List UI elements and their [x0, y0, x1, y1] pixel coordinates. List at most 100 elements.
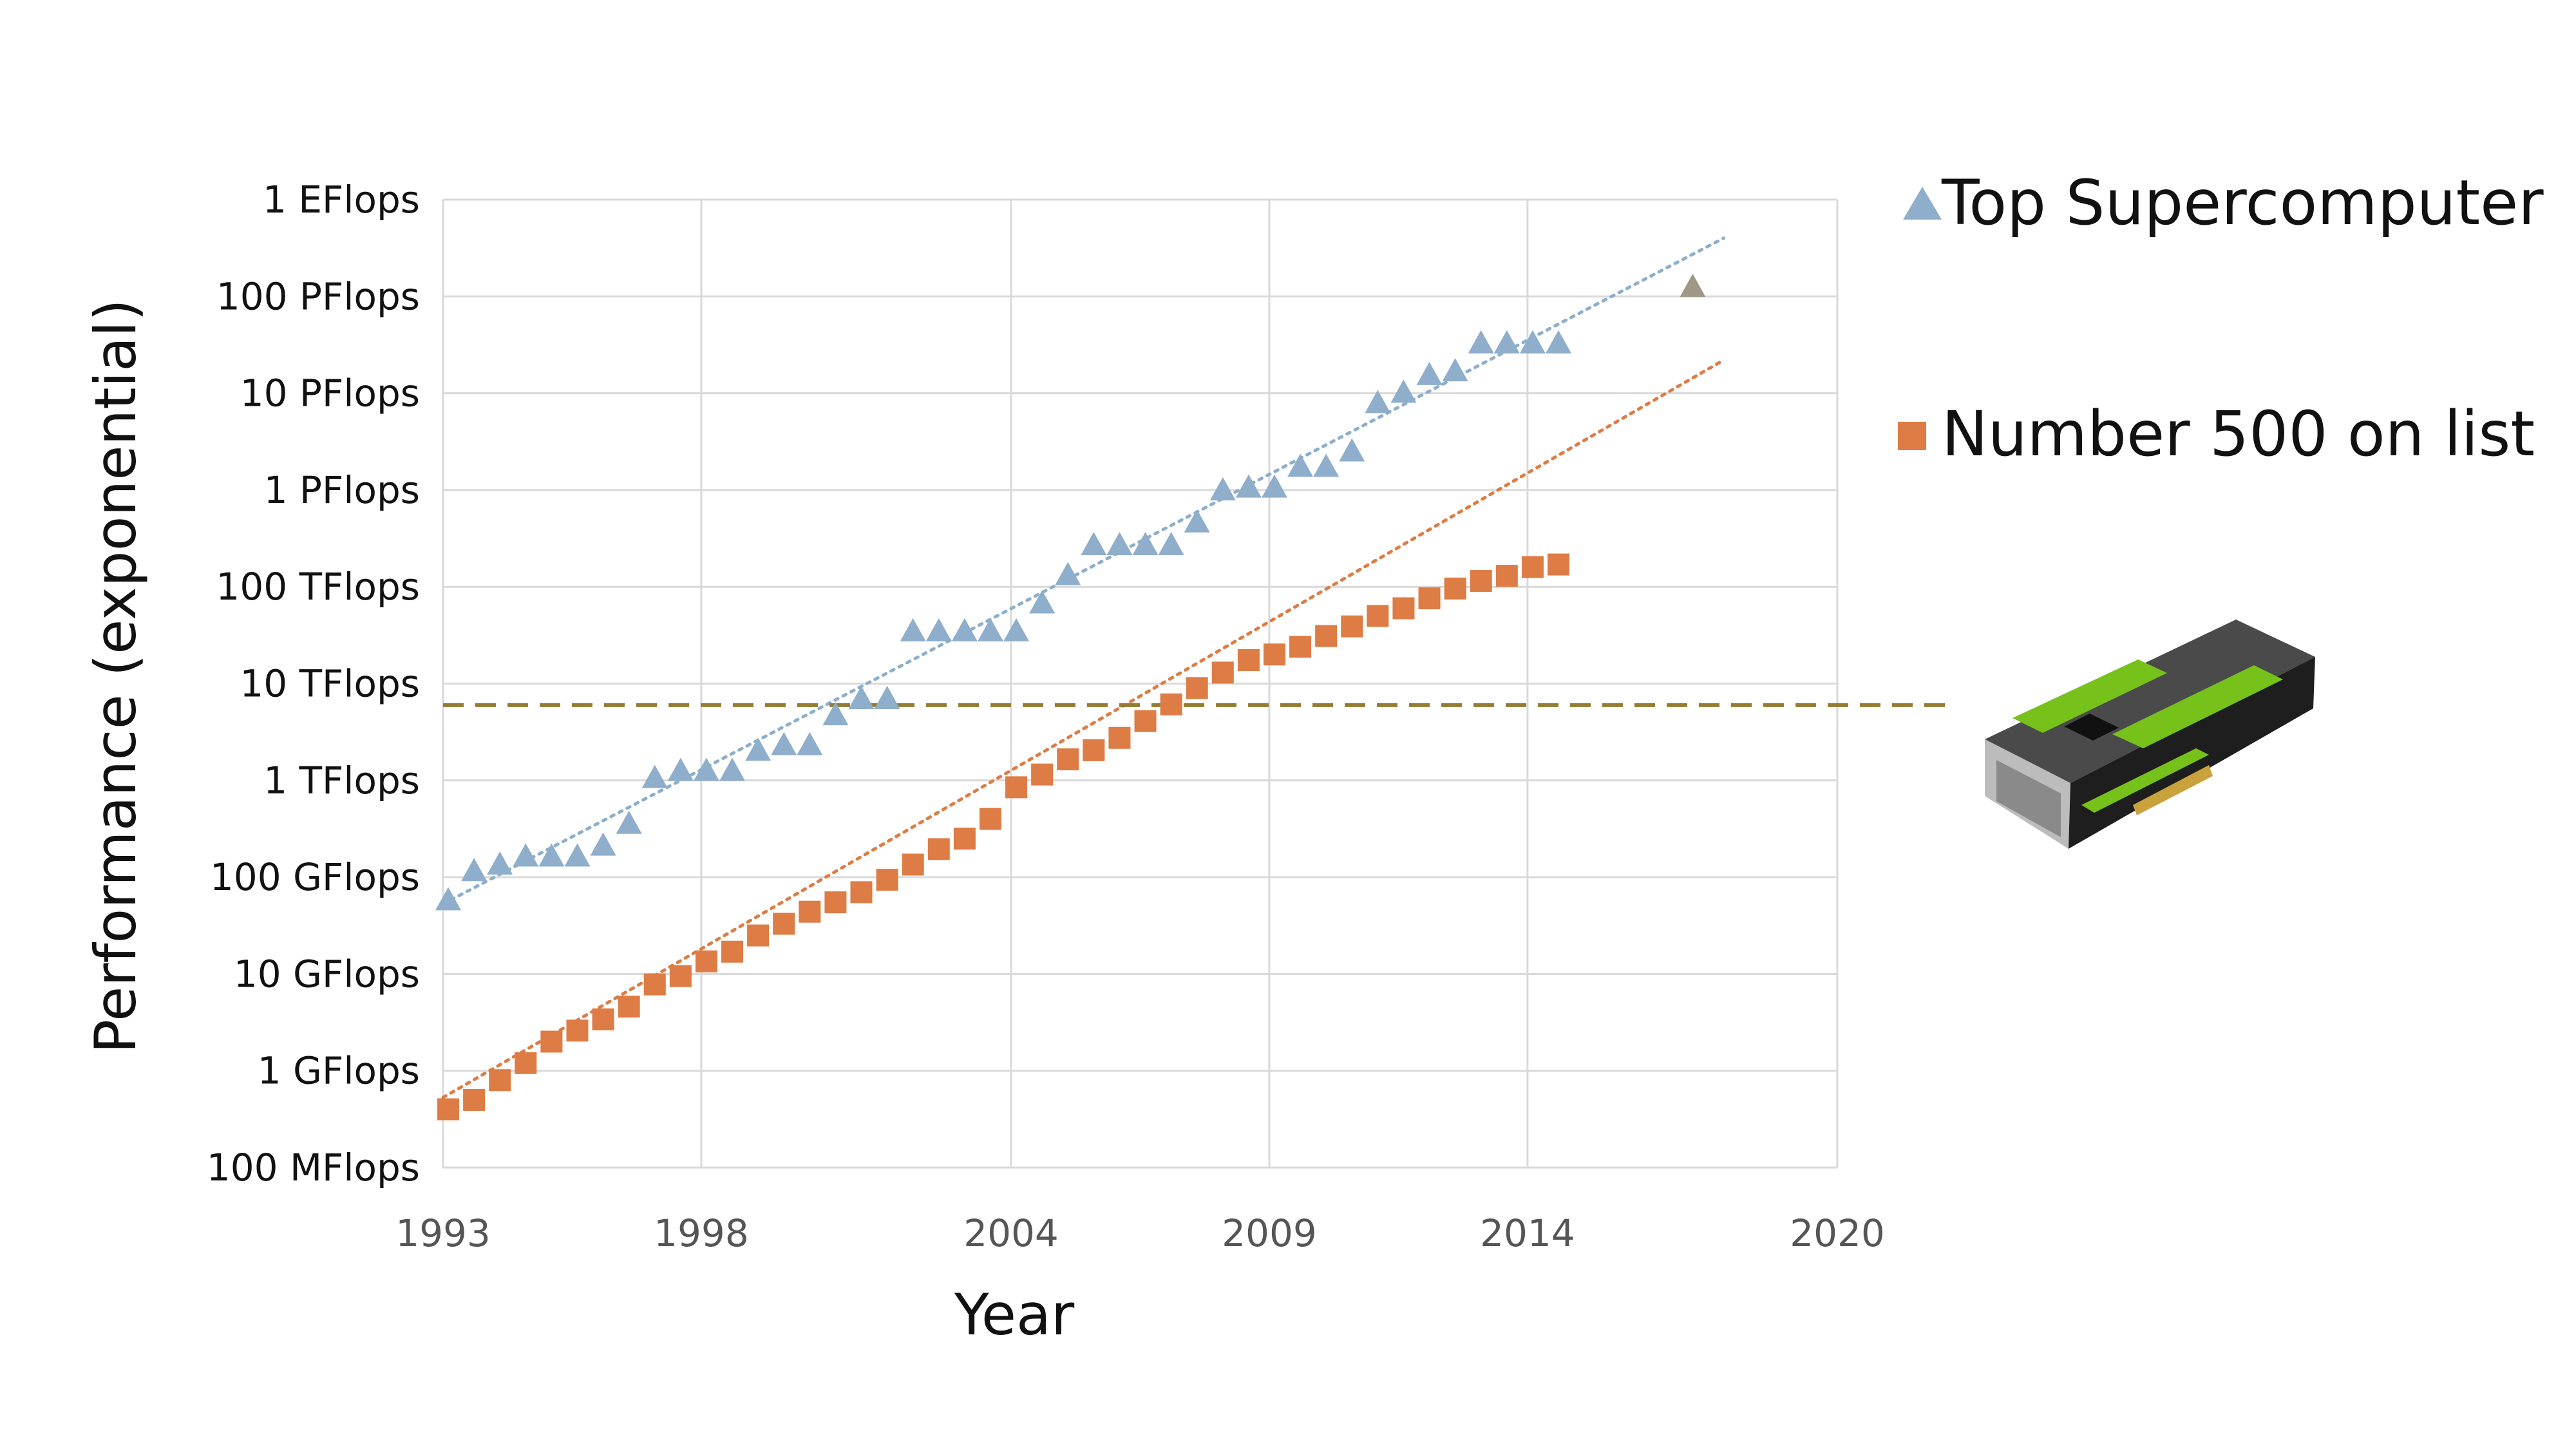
data-point-number-500 — [1341, 615, 1363, 638]
projected-point-marker — [1680, 274, 1706, 298]
x-tick-label: 2014 — [1480, 1211, 1575, 1255]
legend-item-top-supercomputer: Top Supercomputer — [1903, 167, 2544, 239]
data-point-top-supercomputer — [435, 887, 462, 911]
data-point-number-500 — [1289, 636, 1312, 658]
data-point-top-supercomputer — [1184, 509, 1210, 533]
data-point-number-500 — [773, 913, 795, 935]
data-point-top-supercomputer — [745, 737, 772, 761]
data-point-top-supercomputer — [641, 764, 668, 788]
data-point-top-supercomputer — [771, 732, 797, 755]
data-point-top-supercomputer — [693, 757, 719, 781]
x-axis-title: Year — [954, 1282, 1075, 1348]
data-point-top-supercomputer — [900, 618, 926, 641]
data-point-top-supercomputer — [951, 618, 978, 641]
data-point-number-500 — [721, 940, 744, 963]
data-point-number-500 — [1470, 570, 1492, 592]
data-point-number-500 — [515, 1052, 537, 1074]
data-point-top-supercomputer — [1339, 438, 1365, 462]
data-point-top-supercomputer — [1132, 531, 1159, 555]
y-tick-label: 10 GFlops — [234, 952, 420, 996]
data-point-top-supercomputer — [1029, 590, 1056, 614]
data-point-number-500 — [1083, 739, 1105, 761]
grid — [442, 198, 1839, 1169]
data-point-number-500 — [876, 869, 898, 891]
legend: Top Supercomputer Number 500 on list — [1898, 167, 2544, 470]
data-point-top-supercomputer — [487, 851, 513, 875]
data-point-number-500 — [1211, 661, 1234, 684]
data-point-top-supercomputer — [822, 702, 849, 726]
y-tick-label: 100 MFlops — [207, 1146, 420, 1189]
data-point-number-500 — [695, 950, 717, 972]
data-point-number-500 — [953, 828, 976, 850]
y-tick-label: 1 EFlops — [263, 178, 420, 222]
y-tick-label: 10 TFlops — [240, 662, 420, 706]
data-point-number-500 — [669, 965, 692, 987]
data-point-top-supercomputer — [538, 843, 565, 867]
data-point-number-500 — [1548, 553, 1569, 576]
data-point-number-500 — [463, 1088, 486, 1111]
data-point-number-500 — [1057, 748, 1079, 771]
data-point-top-supercomputer — [461, 858, 488, 882]
data-point-top-supercomputer — [1003, 618, 1030, 641]
data-point-top-supercomputer — [1546, 330, 1571, 354]
x-tick-labels: 1993 1998 2004 2009 2014 2020 — [395, 1211, 1885, 1255]
y-tick-label: 1 TFlops — [263, 759, 420, 802]
data-point-number-500 — [540, 1030, 563, 1053]
trendline-series-1 — [441, 358, 1726, 1099]
data-point-top-supercomputer — [1416, 361, 1443, 385]
trendlines — [441, 236, 1726, 1099]
data-point-top-supercomputer — [1442, 358, 1468, 382]
data-point-top-supercomputer — [1081, 531, 1107, 555]
data-point-top-supercomputer — [667, 757, 694, 781]
data-point-number-500 — [979, 808, 1001, 830]
data-point-number-500 — [592, 1008, 614, 1030]
data-point-number-500 — [799, 900, 821, 923]
x-tick-label: 1998 — [654, 1211, 749, 1255]
data-point-number-500 — [747, 924, 770, 947]
data-point-number-500 — [1005, 776, 1028, 799]
data-point-number-500 — [437, 1098, 460, 1121]
data-point-top-supercomputer — [1365, 390, 1391, 413]
legend-triangle-icon — [1903, 187, 1942, 220]
data-point-top-supercomputer — [719, 757, 746, 781]
data-point-number-500 — [1315, 625, 1338, 647]
legend-label-number-500: Number 500 on list — [1942, 398, 2535, 470]
data-point-top-supercomputer — [1055, 562, 1081, 585]
data-point-top-supercomputer — [1261, 474, 1287, 498]
data-point-top-supercomputer — [1287, 453, 1314, 477]
data-point-top-supercomputer — [848, 685, 875, 709]
data-point-number-500 — [1263, 643, 1285, 666]
data-point-top-supercomputer — [874, 685, 900, 709]
data-point-top-supercomputer — [1519, 330, 1546, 354]
y-tick-label: 100 GFlops — [210, 855, 420, 899]
data-point-number-500 — [1392, 597, 1415, 620]
data-point-top-supercomputer — [977, 618, 1003, 641]
data-point-number-500 — [1134, 710, 1157, 732]
data-point-top-supercomputer — [1209, 477, 1236, 500]
y-tick-labels: 100 MFlops 1 GFlops 10 GFlops 100 GFlops 1 T… — [207, 178, 420, 1189]
data-point-top-supercomputer — [1313, 453, 1340, 477]
data-point-number-500 — [1031, 763, 1054, 786]
data-point-number-500 — [1444, 577, 1466, 600]
x-tick-label: 2020 — [1790, 1211, 1885, 1255]
data-point-top-supercomputer — [1158, 531, 1184, 555]
data-point-number-500 — [902, 853, 924, 876]
x-tick-label: 1993 — [395, 1211, 491, 1255]
data-point-top-supercomputer — [1493, 330, 1520, 354]
data-point-top-supercomputer — [1468, 330, 1494, 354]
x-tick-label: 2004 — [963, 1211, 1059, 1255]
data-point-top-supercomputer — [1235, 474, 1262, 498]
data-point-top-supercomputer — [564, 843, 591, 867]
data-point-number-500 — [1108, 726, 1131, 749]
data-point-top-supercomputer — [925, 618, 952, 641]
data-point-number-500 — [824, 891, 847, 914]
data-marks — [435, 274, 1706, 1121]
y-tick-label: 100 TFlops — [216, 565, 420, 609]
data-point-top-supercomputer — [1390, 379, 1417, 403]
data-point-top-supercomputer — [590, 832, 616, 856]
legend-item-number-500: Number 500 on list — [1898, 398, 2535, 470]
y-tick-label: 1 GFlops — [258, 1049, 420, 1093]
y-tick-label: 100 PFlops — [216, 274, 420, 318]
data-point-number-500 — [850, 881, 873, 904]
data-point-number-500 — [1521, 556, 1544, 578]
